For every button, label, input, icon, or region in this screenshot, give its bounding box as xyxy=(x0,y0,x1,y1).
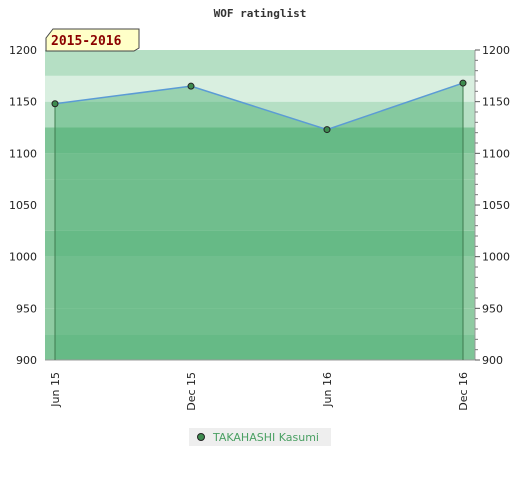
y-tick-label-left: 1150 xyxy=(9,96,37,109)
y-tick-label-right: 950 xyxy=(482,302,503,315)
x-tick-label: Jun 16 xyxy=(321,372,334,408)
legend-box xyxy=(189,428,331,446)
legend-entry: TAKAHASHI Kasumi xyxy=(212,431,319,444)
grid-band xyxy=(45,101,475,128)
grid-band xyxy=(45,179,475,205)
grid-band xyxy=(45,127,475,154)
y-tick-label-left: 1200 xyxy=(9,44,37,57)
series-marks xyxy=(51,79,467,360)
y-tick-label-right: 1000 xyxy=(482,251,510,264)
legend-marker xyxy=(197,433,205,441)
axes: 900 900 950 950 1000 1000 1050 1050 1100 1100 1150… xyxy=(9,44,510,411)
period-label-box xyxy=(45,28,140,52)
y-tick-label-right: 1100 xyxy=(482,147,510,160)
background-bands xyxy=(45,50,475,360)
y-tick-label-right: 1150 xyxy=(482,96,510,109)
data-point xyxy=(459,79,467,87)
y-tick-label-right: 1200 xyxy=(482,44,510,57)
y-tick-label-left: 1000 xyxy=(9,251,37,264)
x-tick-label: Dec 16 xyxy=(457,372,470,411)
y-tick-label-right: 1050 xyxy=(482,199,510,212)
series-area xyxy=(55,83,463,361)
series-line xyxy=(54,82,464,131)
grid-band xyxy=(45,282,475,309)
x-tick-label: Jun 15 xyxy=(49,372,62,408)
grid-band xyxy=(45,308,475,335)
x-tick-label: Dec 15 xyxy=(185,372,198,411)
area-layer xyxy=(55,83,463,361)
y-tick-label-left: 1100 xyxy=(9,147,37,160)
y-tick-label-left: 950 xyxy=(16,302,37,315)
grid-band xyxy=(45,256,475,283)
grid-band xyxy=(45,153,475,180)
data-point xyxy=(187,82,195,90)
legend: TAKAHASHI Kasumi xyxy=(189,428,331,446)
y-tick-label-left: 900 xyxy=(16,354,37,367)
data-point xyxy=(51,100,59,108)
chart-title: WOF ratinglist xyxy=(214,7,307,20)
data-point xyxy=(323,126,331,134)
grid-band xyxy=(45,334,475,360)
y-tick-label-left: 1050 xyxy=(9,199,37,212)
grid-band xyxy=(45,75,475,102)
grid-band xyxy=(45,205,475,231)
grid-band xyxy=(45,230,475,257)
period-label: 2015-2016 xyxy=(45,28,140,52)
y-tick-label-right: 900 xyxy=(482,354,503,367)
period-label-text: 2015-2016 xyxy=(51,34,122,49)
grid-band xyxy=(45,50,475,76)
